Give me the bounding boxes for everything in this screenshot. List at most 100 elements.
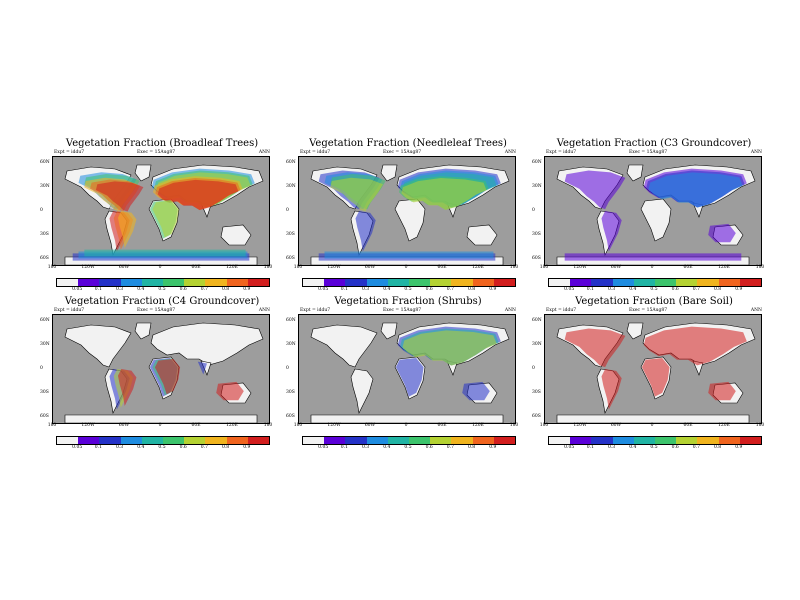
colorbar-tick-label: 0.05 xyxy=(564,445,575,450)
exec-label: Exec = 15Aug87 xyxy=(629,308,668,313)
colorbar-tick-label: 0.4 xyxy=(137,445,145,450)
south-america-fraction-patch xyxy=(601,211,622,252)
colorbar-tick-label: 0.1 xyxy=(340,445,348,450)
longitude-label: 180 xyxy=(293,423,303,428)
latitude-label: 0 xyxy=(40,208,43,213)
colorbar-swatch xyxy=(324,279,346,286)
colorbar-swatch xyxy=(99,437,121,444)
colorbar-tick-label: 0.9 xyxy=(243,445,251,450)
longitude-label: 60E xyxy=(191,423,201,428)
experiment-label: Expt = iddu7 xyxy=(300,150,331,155)
map-svg xyxy=(310,322,510,423)
longitude-label: 60E xyxy=(683,265,693,270)
colorbar-tick-label: 0.6 xyxy=(425,445,433,450)
longitude-label: 120W xyxy=(327,423,341,428)
india-fraction-patch xyxy=(197,361,207,375)
exec-label: Exec = 15Aug87 xyxy=(383,308,422,313)
colorbar-tick-label: 0.1 xyxy=(94,287,102,292)
latitude-label: 60S xyxy=(40,414,49,419)
longitude-label: 120W xyxy=(573,423,587,428)
longitude-label: 120W xyxy=(81,265,95,270)
longitude-label: 180 xyxy=(509,423,519,428)
longitude-label: 180 xyxy=(509,265,519,270)
north-america-landmass xyxy=(310,324,378,368)
colorbar-tick-label: 0.8 xyxy=(714,445,722,450)
latitude-label: 30S xyxy=(532,390,541,395)
longitude-label: 180 xyxy=(539,423,549,428)
north-america-fraction-patch xyxy=(330,177,383,212)
colorbar-swatch xyxy=(591,279,613,286)
eurasia-fraction-patch xyxy=(157,179,239,211)
longitude-label: 60W xyxy=(610,265,622,270)
panel-shrubs: Vegetation Fraction (Shrubs) Expt = iddu… xyxy=(286,296,519,476)
africa-fraction-patch xyxy=(154,358,181,395)
panel-title: Vegetation Fraction (C4 Groundcover) xyxy=(64,296,260,307)
south-america-fraction-patch xyxy=(117,369,137,406)
longitude-label: 60W xyxy=(118,423,130,428)
experiment-label: Expt = iddu7 xyxy=(54,150,85,155)
longitude-label: 120W xyxy=(81,423,95,428)
world-map xyxy=(298,156,516,266)
colorbar-tick-label: 0.3 xyxy=(362,445,370,450)
colorbar-tick-label: 0.8 xyxy=(222,445,230,450)
panel-c3-groundcover: Vegetation Fraction (C3 Groundcover) Exp… xyxy=(532,138,764,318)
longitude-label: 0 xyxy=(158,265,162,270)
colorbar-swatch xyxy=(366,437,388,444)
colorbar-tick-label: 0.5 xyxy=(158,287,166,292)
latitude-label: 30N xyxy=(40,184,50,189)
colorbar-tick-label: 0.5 xyxy=(404,445,412,450)
longitude-label: 120W xyxy=(327,265,341,270)
colorbar-tick-label: 0.4 xyxy=(383,287,391,292)
colorbar-tick-label: 0.05 xyxy=(72,287,83,292)
australia-fraction-patch xyxy=(708,381,736,401)
colorbar xyxy=(56,436,270,445)
season-label: ANN xyxy=(504,150,516,155)
colorbar-tick-label: 0.1 xyxy=(94,445,102,450)
map-svg xyxy=(64,164,264,265)
panel-title: Vegetation Fraction (Needleleaf Trees) xyxy=(309,138,507,149)
greenland-landmass xyxy=(380,164,398,182)
colorbar-tick-label: 0.3 xyxy=(116,287,124,292)
colorbar-swatch xyxy=(205,437,227,444)
colorbar-tick-label: 0.3 xyxy=(608,445,616,450)
latitude-label: 30S xyxy=(286,390,295,395)
longitude-label: 60E xyxy=(191,265,201,270)
antarctica-landmass xyxy=(556,414,750,423)
colorbar-tick-label: 0.9 xyxy=(489,445,497,450)
colorbar-swatch xyxy=(697,279,719,286)
colorbar-tick-label: 0.7 xyxy=(200,445,208,450)
colorbar-swatch xyxy=(676,279,698,286)
colorbar-swatch xyxy=(141,437,164,444)
latitude-label: 30N xyxy=(532,184,542,189)
colorbar-tick-label: 0.1 xyxy=(340,287,348,292)
eurasia-fraction-patch xyxy=(402,330,497,366)
australia-landmass xyxy=(466,224,498,246)
colorbar xyxy=(56,278,270,287)
north-america-fraction-patch xyxy=(95,181,144,212)
eurasia-landmass xyxy=(150,322,264,366)
colorbar-swatch xyxy=(205,279,227,286)
colorbar-swatch xyxy=(655,437,677,444)
colorbar-tick-label: 0.8 xyxy=(468,445,476,450)
colorbar-swatch xyxy=(345,437,367,444)
longitude-label: 0 xyxy=(650,423,654,428)
colorbar-swatch xyxy=(570,279,592,286)
longitude-label: 60E xyxy=(683,423,693,428)
map-svg xyxy=(556,322,756,423)
eurasia-fraction-patch xyxy=(648,172,743,208)
latitude-label: 60N xyxy=(532,318,542,323)
exec-label: Exec = 15Aug87 xyxy=(137,308,176,313)
colorbar-tick-label: 0.9 xyxy=(489,287,497,292)
colorbar-swatch xyxy=(739,437,762,444)
colorbar-swatch xyxy=(451,437,473,444)
colorbar-swatch xyxy=(99,279,121,286)
colorbar-swatch xyxy=(718,279,740,286)
colorbar-swatch xyxy=(633,279,656,286)
latitude-label: 0 xyxy=(532,208,535,213)
panel-title: Vegetation Fraction (Shrubs) xyxy=(334,296,482,307)
longitude-label: 60W xyxy=(118,265,130,270)
colorbar-tick-label: 0.4 xyxy=(629,445,637,450)
season-label: ANN xyxy=(258,308,270,313)
longitude-label: 120E xyxy=(472,265,484,270)
colorbar-swatch xyxy=(120,437,142,444)
